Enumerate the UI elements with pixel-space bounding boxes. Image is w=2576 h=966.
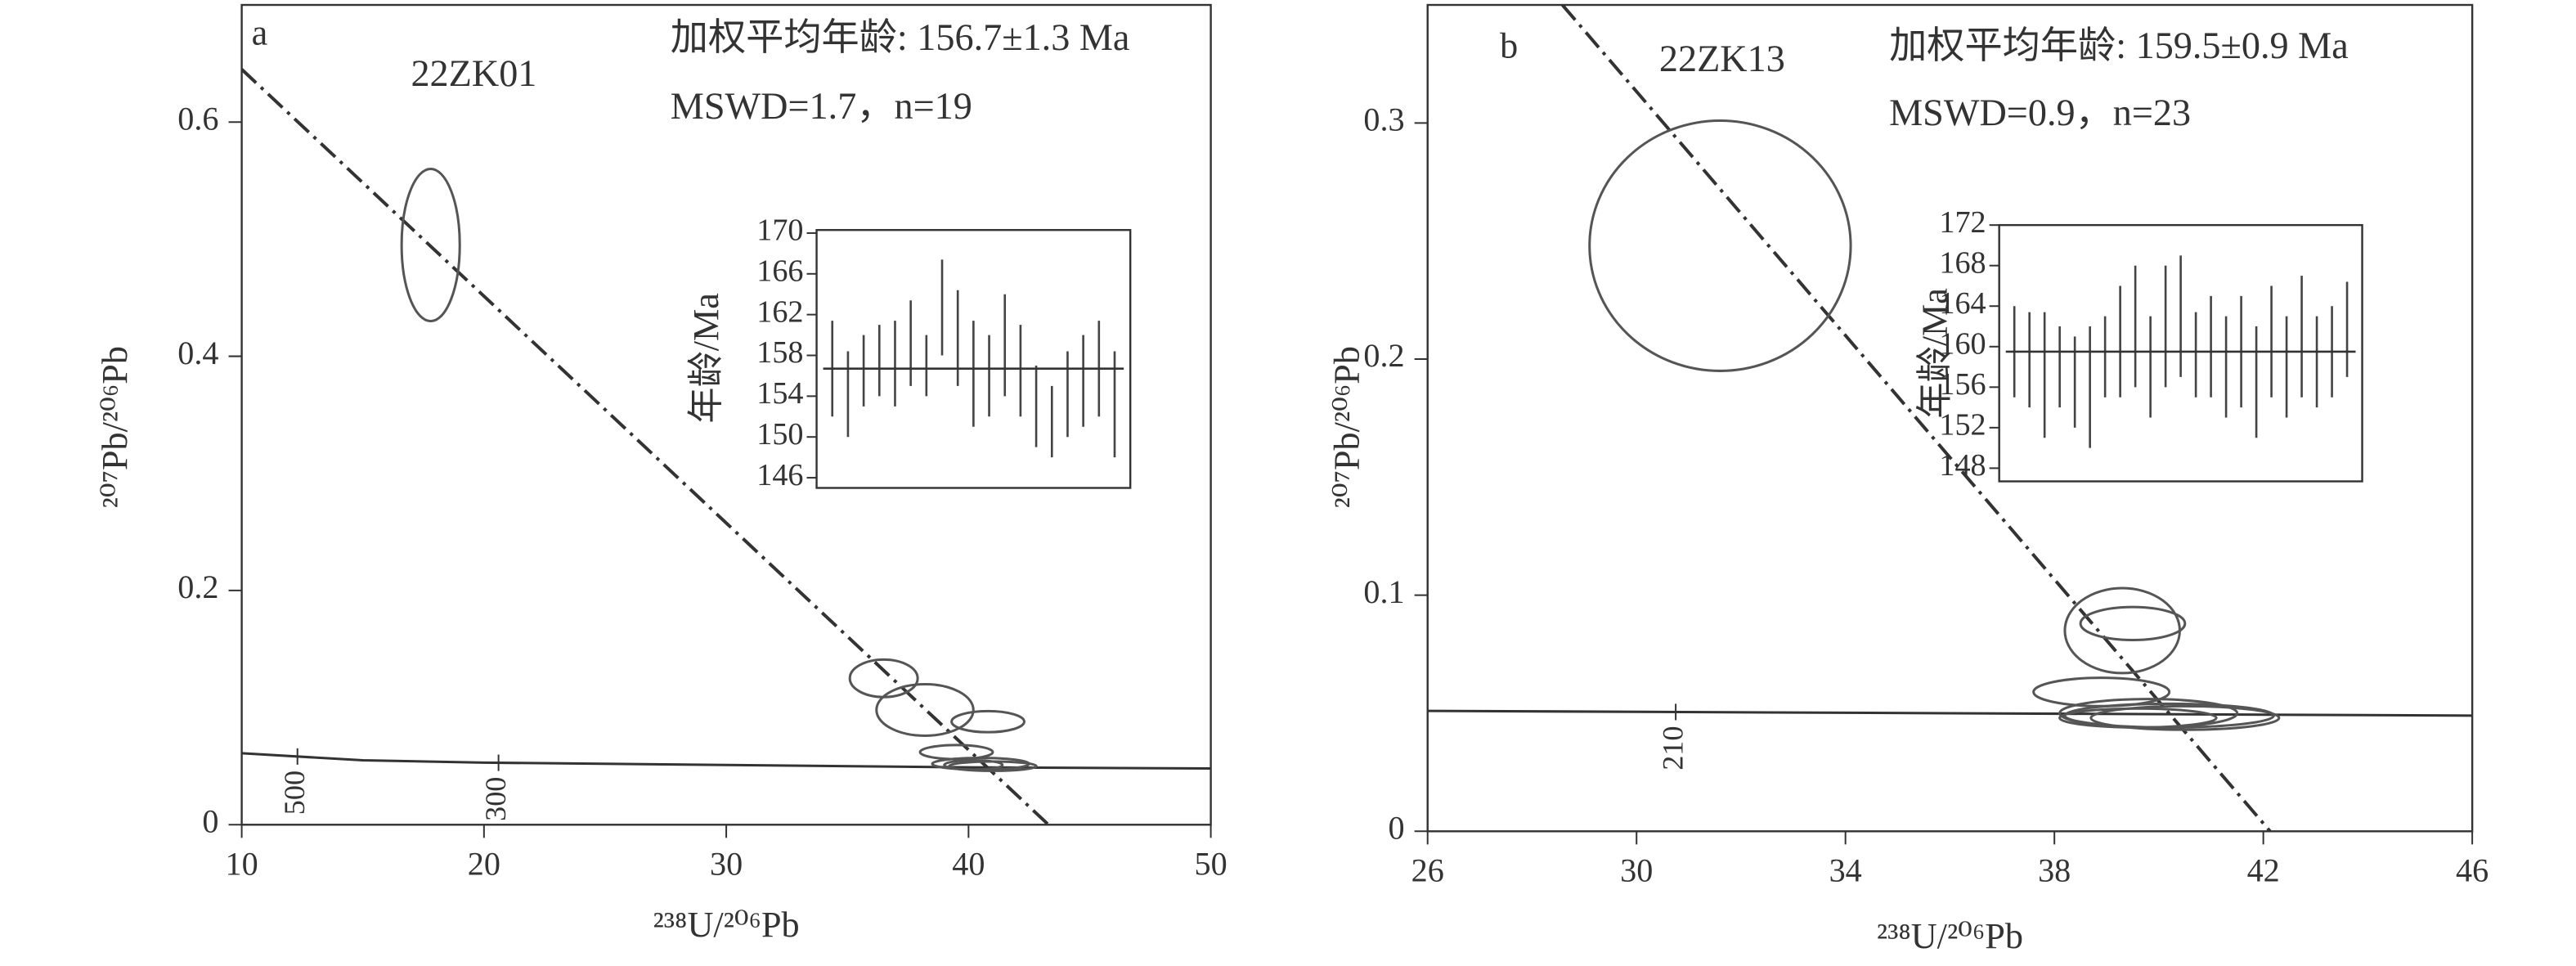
y-tick-label: 0.2 [1363, 337, 1404, 374]
inset-y-tick-label: 168 [1939, 245, 1986, 280]
x-tick-label: 10 [226, 846, 258, 883]
inset-y-tick-label: 152 [1939, 408, 1986, 443]
inset-y-tick-label: 148 [1939, 448, 1986, 483]
error-ellipse [2058, 707, 2218, 729]
x-tick-label: 38 [2038, 852, 2071, 889]
inset-y-tick-label: 172 [1939, 205, 1986, 240]
y-tick-label: 0 [202, 802, 218, 839]
discordia-line [1560, 5, 2272, 832]
x-tick-label: 34 [1829, 852, 1862, 889]
mswd-annotation: MSWD=1.7，n=19 [671, 85, 972, 127]
plot-area [1427, 5, 2473, 832]
inset-frame [1998, 223, 2363, 483]
concordia-age-label: 500 [278, 771, 311, 815]
concordia-curve [241, 752, 1211, 771]
x-axis-label: ²³⁸U/²⁰⁶Pb [653, 905, 800, 945]
inset-y-label: 年龄/Ma [1915, 288, 1955, 418]
inset-y-tick-label: 164 [1939, 286, 1986, 321]
x-tick-label: 40 [952, 846, 985, 883]
concordia-age-label: 210 [1656, 726, 1689, 771]
y-tick-label: 0.2 [177, 568, 218, 605]
concordia-age-label: 300 [479, 777, 512, 821]
y-tick-label: 0.3 [1363, 101, 1404, 138]
error-ellipse [875, 682, 975, 737]
error-ellipse [2089, 704, 2281, 731]
error-ellipse [848, 658, 919, 699]
x-tick-label: 42 [2247, 852, 2280, 889]
error-ellipse [943, 759, 1004, 771]
x-tick-label: 50 [1195, 846, 1227, 883]
y-tick-label: 0.4 [177, 335, 218, 371]
panel-label: b [1500, 25, 1518, 65]
error-ellipse [2079, 605, 2187, 642]
inset-y-tick-label: 162 [756, 294, 803, 329]
error-ellipse [950, 709, 1025, 734]
y-tick-label: 0 [1389, 810, 1405, 847]
inset-y-tick-label: 156 [1939, 367, 1986, 402]
x-tick-label: 26 [1411, 852, 1444, 889]
age-annotation: 加权平均年龄: 159.5±0.9 Ma [1889, 25, 2349, 66]
y-axis-label: ²⁰⁷Pb/²⁰⁶Pb [95, 346, 135, 508]
inset-y-tick-label: 150 [756, 417, 803, 452]
inset-y-tick-label: 146 [756, 458, 803, 492]
inset-y-tick-label: 160 [1939, 327, 1986, 362]
concordia-curve [1427, 709, 2473, 717]
discordia-line [241, 68, 1050, 825]
inset-frame [815, 228, 1132, 489]
x-tick-label: 30 [1620, 852, 1653, 889]
y-tick-label: 0.1 [1363, 573, 1404, 610]
inset-y-tick-label: 158 [756, 335, 803, 370]
y-tick-label: 0.6 [177, 100, 218, 137]
inset-y-tick-label: 166 [756, 254, 803, 289]
inset-y-label: 年龄/Ma [686, 293, 726, 424]
plot-area [241, 68, 1211, 825]
mswd-annotation: MSWD=0.9，n=23 [1889, 92, 2191, 133]
error-ellipse [400, 167, 461, 323]
x-tick-label: 20 [468, 846, 500, 883]
y-axis-label: ²⁰⁷Pb/²⁰⁶Pb [1326, 346, 1367, 508]
x-axis-label: ²³⁸U/²⁰⁶Pb [1877, 916, 2023, 956]
sample-label: 22ZK13 [1659, 38, 1785, 79]
x-tick-label: 30 [710, 846, 743, 883]
panel-label: a [252, 12, 268, 52]
sample-label: 22ZK01 [411, 52, 536, 94]
inset-y-tick-label: 154 [756, 376, 803, 411]
age-annotation: 加权平均年龄: 156.7±1.3 Ma [671, 16, 1130, 58]
error-ellipse [2063, 586, 2181, 675]
inset-y-tick-label: 170 [756, 213, 803, 248]
plot-frame [1426, 3, 2474, 833]
x-tick-label: 46 [2456, 852, 2488, 889]
error-ellipse [1588, 119, 1852, 372]
